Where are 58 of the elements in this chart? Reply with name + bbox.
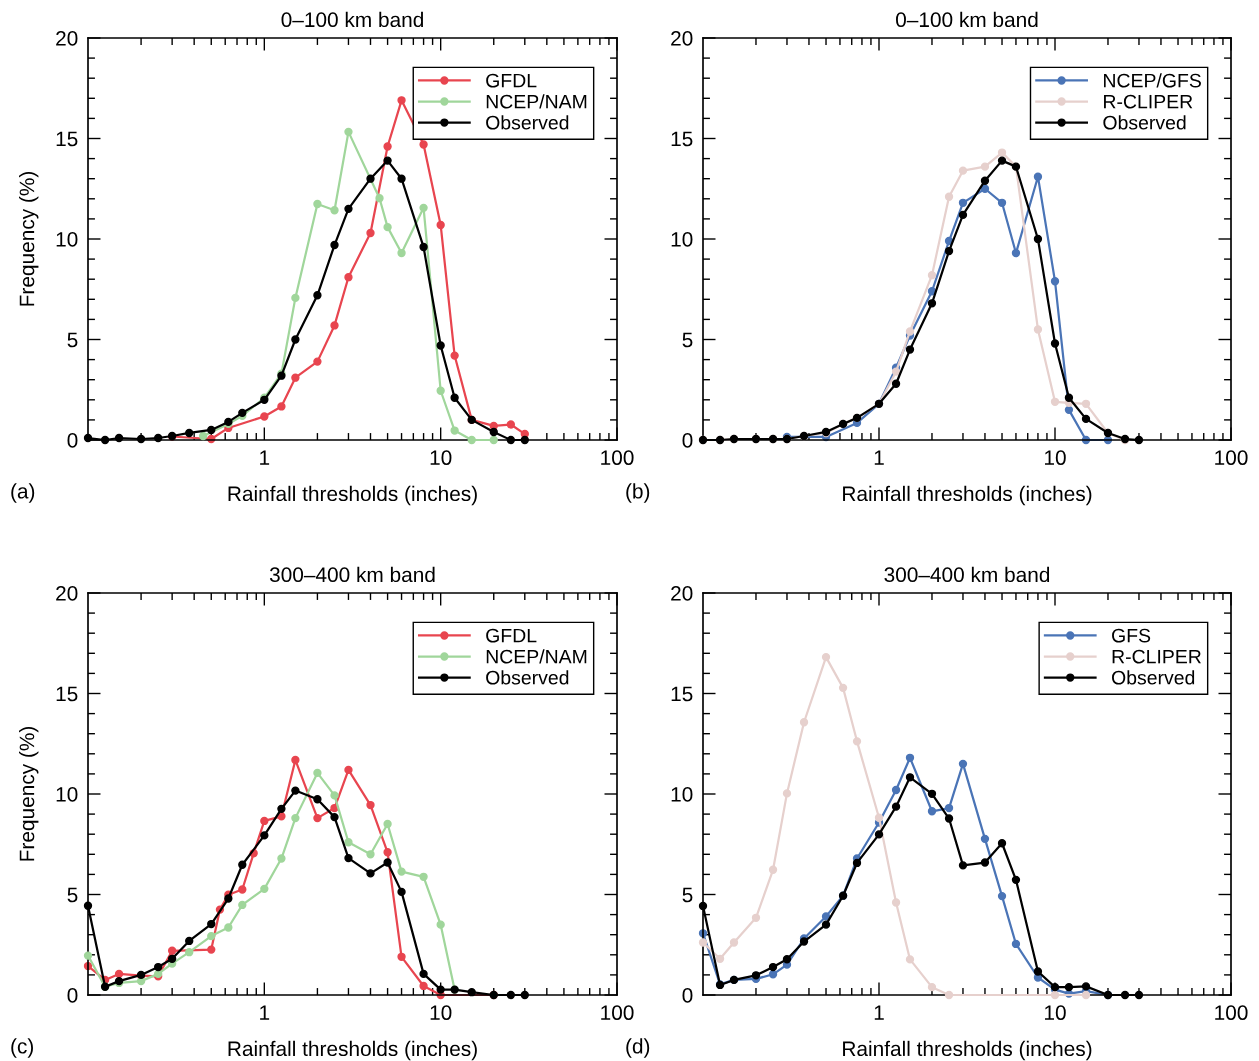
- legend-label: Observed: [486, 115, 569, 130]
- y-tick-label: 10: [56, 787, 78, 802]
- legend-label: GFS: [1112, 628, 1151, 643]
- x-tick-label: 10: [430, 1005, 452, 1021]
- text: (a): [11, 483, 35, 503]
- chart-title: 300–400 km band: [269, 566, 435, 583]
- y-tick-label: 10: [671, 787, 693, 802]
- chart-title: 0–100 km band: [281, 11, 423, 28]
- y-tick-label: 0: [682, 433, 693, 448]
- x-tick-label: 100: [1215, 1005, 1248, 1021]
- legend-label: NCEP/NAM: [486, 649, 587, 664]
- y-tick-label: 5: [682, 332, 693, 348]
- y-tick-label: 0: [682, 988, 693, 1003]
- x-tick-label: 1: [260, 1005, 270, 1020]
- legend-label: Observed: [486, 670, 569, 685]
- legend-label: NCEP/GFS: [1104, 73, 1201, 88]
- legend-label: Observed: [1103, 115, 1186, 130]
- y-tick-label: 20: [671, 586, 693, 601]
- x-tick-label: 10: [1045, 1005, 1066, 1021]
- x-tick-label: 100: [1215, 450, 1248, 466]
- text: (b): [626, 483, 650, 503]
- y-tick-label: 0: [67, 988, 78, 1003]
- legend-label: GFDL: [486, 628, 537, 643]
- x-tick-label: 10: [1045, 450, 1066, 466]
- x-tick-label: 10: [430, 450, 452, 466]
- x-axis-title: Rainfall thresholds (inches): [843, 1040, 1092, 1061]
- text: (d): [626, 1038, 650, 1058]
- y-axis-title: Frequency (%): [19, 726, 39, 861]
- y-tick-label: 10: [671, 232, 693, 247]
- x-tick-label: 100: [601, 450, 634, 466]
- y-tick-label: 20: [56, 31, 78, 46]
- chart-title: 0–100 km band: [896, 11, 1038, 28]
- x-tick-label: 100: [601, 1005, 634, 1021]
- text: (c): [11, 1038, 33, 1058]
- x-axis-title: Rainfall thresholds (inches): [228, 485, 477, 506]
- x-tick-label: 1: [874, 450, 884, 465]
- legend-label: NCEP/NAM: [486, 94, 587, 109]
- legend-label: R-CLIPER: [1104, 94, 1193, 109]
- y-tick-label: 0: [67, 433, 78, 448]
- y-tick-label: 15: [56, 686, 78, 702]
- y-tick-label: 10: [56, 232, 78, 247]
- y-tick-label: 15: [56, 131, 78, 147]
- y-tick-label: 5: [67, 887, 78, 903]
- x-tick-label: 1: [874, 1005, 884, 1020]
- y-tick-label: 5: [682, 887, 693, 903]
- x-tick-label: 1: [260, 450, 270, 465]
- y-tick-label: 20: [671, 31, 693, 46]
- y-tick-label: 5: [67, 332, 78, 348]
- chart-title: 300–400 km band: [884, 566, 1050, 583]
- y-tick-label: 20: [56, 586, 78, 601]
- y-tick-label: 15: [671, 131, 693, 147]
- legend-label: R-CLIPER: [1112, 649, 1201, 664]
- x-axis-title: Rainfall thresholds (inches): [843, 485, 1092, 506]
- y-tick-label: 15: [671, 686, 693, 702]
- legend-label: Observed: [1112, 670, 1195, 685]
- x-axis-title: Rainfall thresholds (inches): [228, 1040, 477, 1061]
- y-axis-title: Frequency (%): [19, 171, 39, 306]
- legend-label: GFDL: [486, 73, 537, 88]
